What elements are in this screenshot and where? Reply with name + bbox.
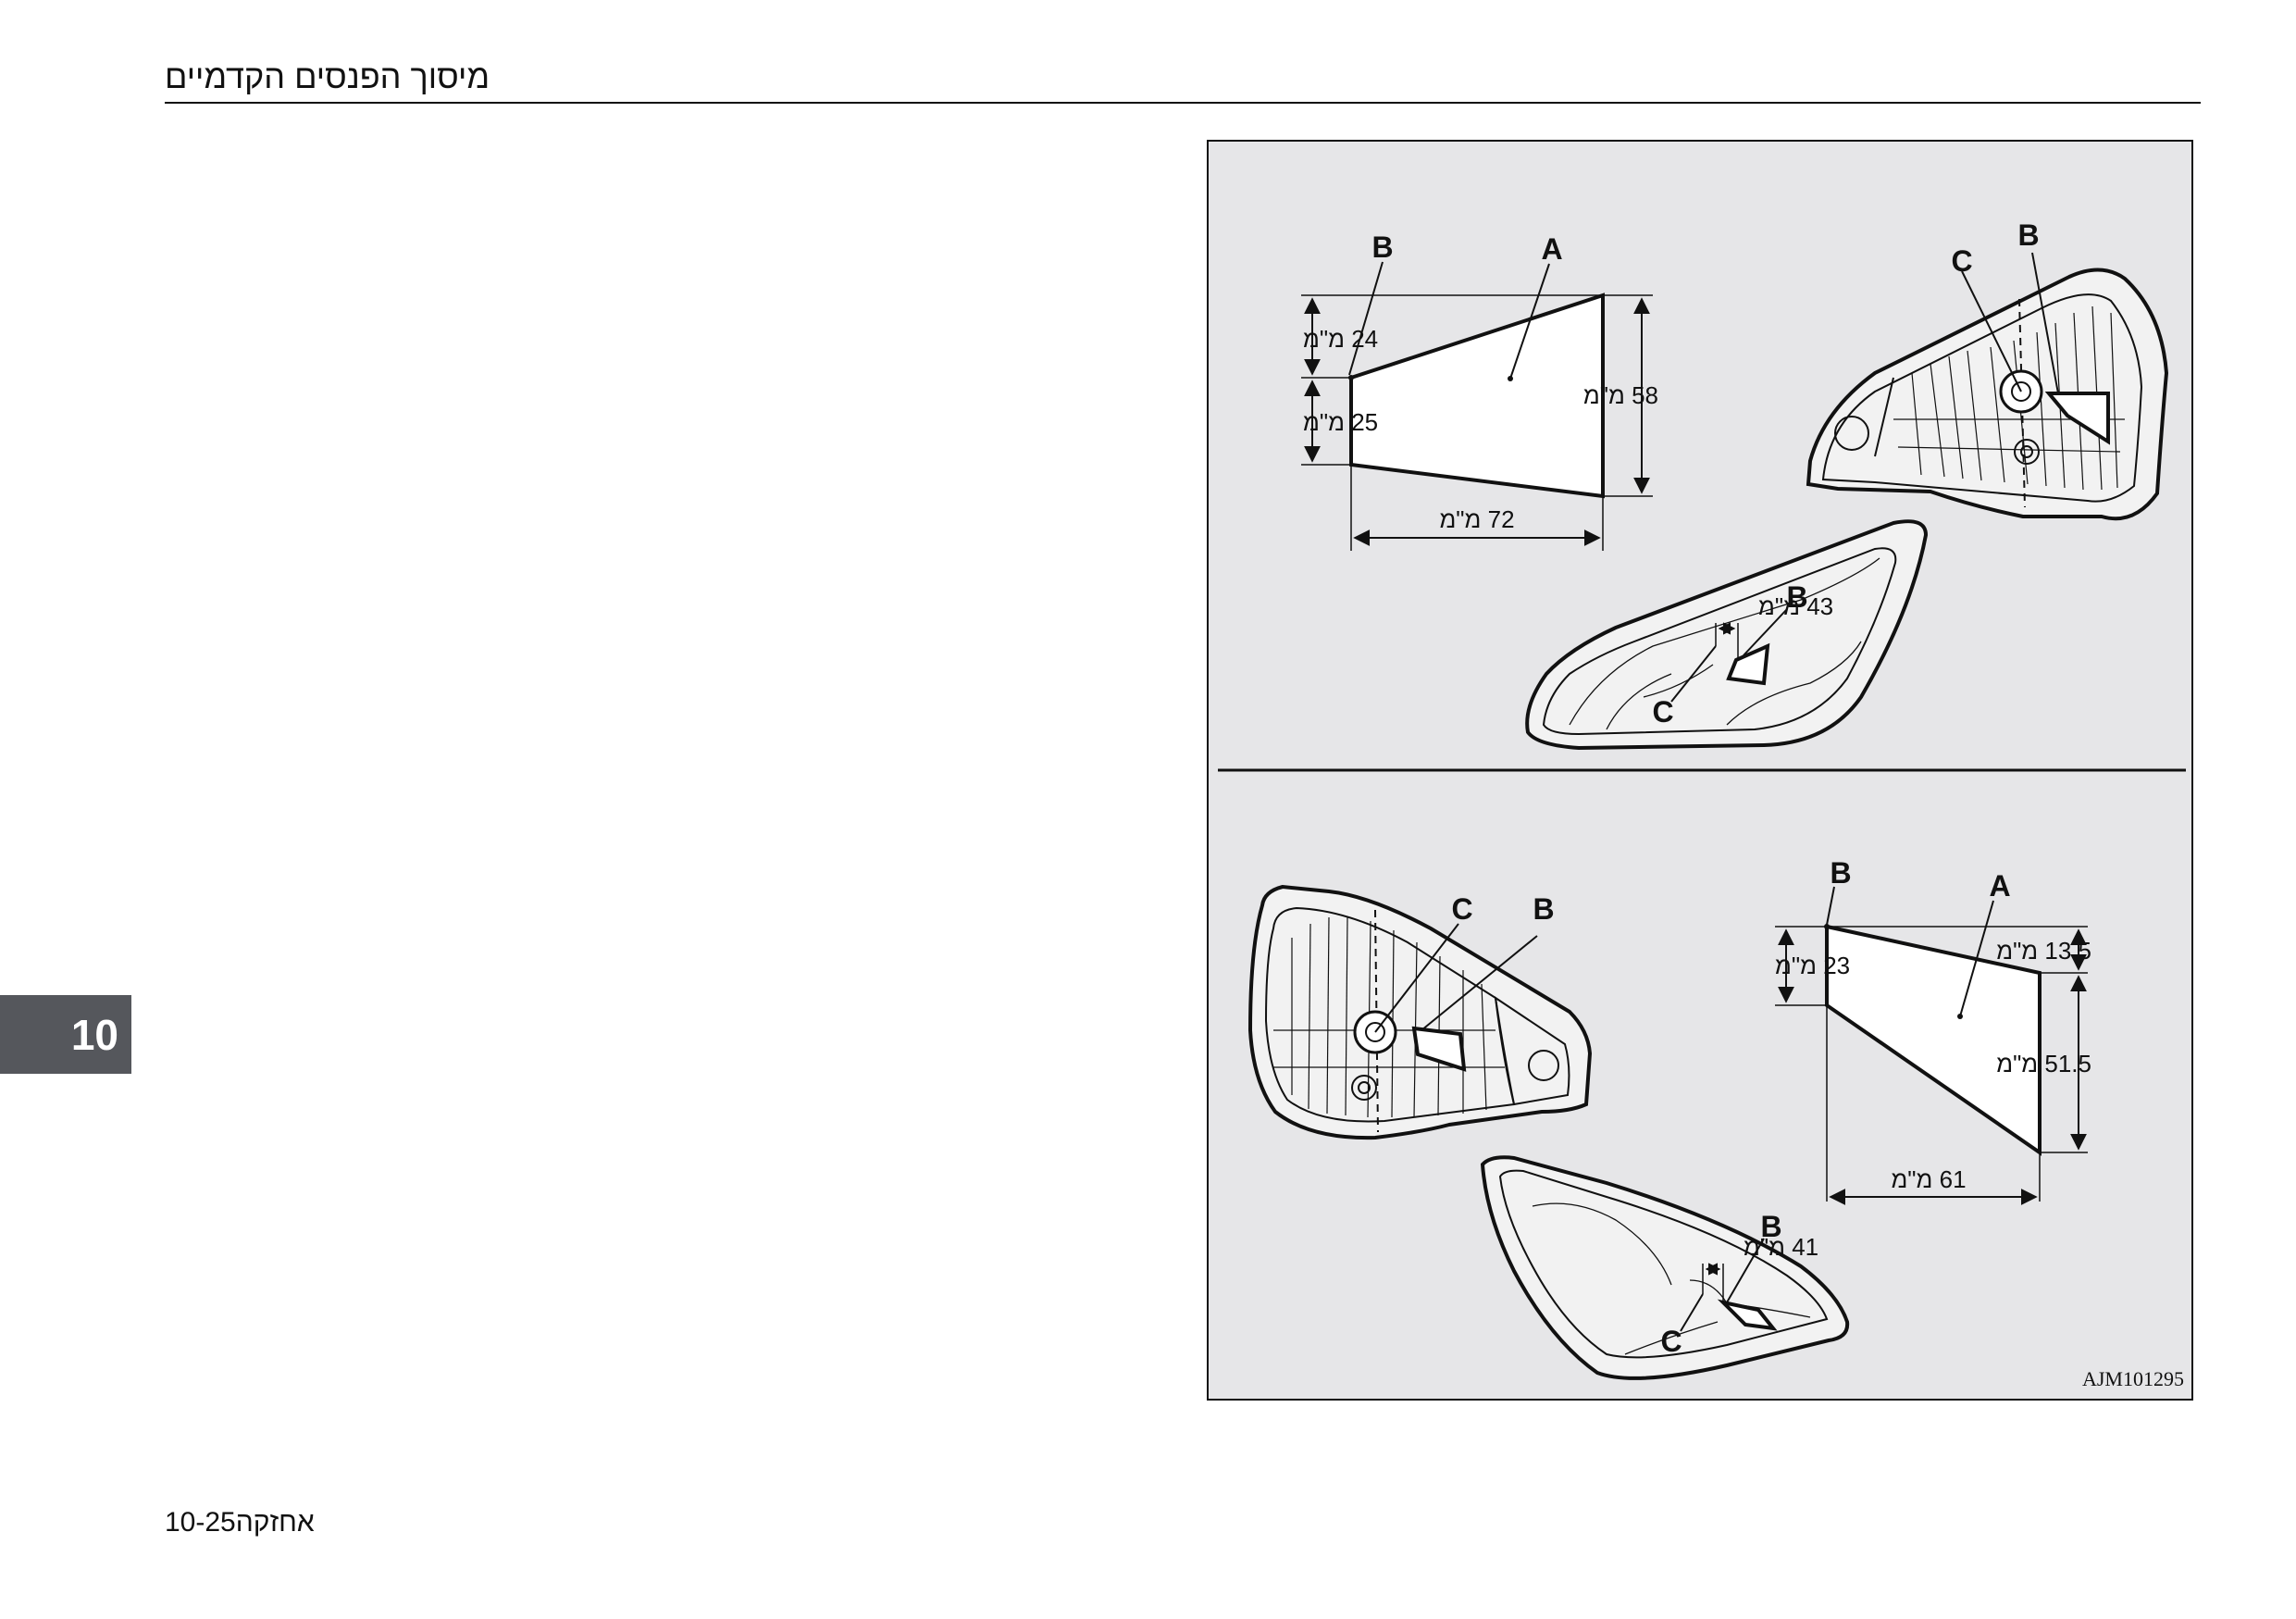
- figure-drawing: B A 24 מ"מ 25 מ"מ 58 מ"מ 72 מ"מ: [1218, 218, 2186, 1380]
- label-b-bottom: B: [1830, 856, 1851, 890]
- dim-13-5: 13.5 מ"מ: [1996, 937, 2091, 965]
- headlamp-front-view-top: [1806, 268, 2169, 521]
- mask-shape-top: [1349, 293, 1605, 499]
- dim-43: 43 מ"מ: [1758, 592, 1833, 620]
- chapter-number: 10: [70, 1010, 118, 1059]
- page-title: מיסוך הפנסים הקדמיים: [165, 57, 490, 95]
- page-number: 10-25: [165, 1507, 236, 1538]
- page-header: מיסוך הפנסים הקדמיים: [165, 54, 2201, 104]
- dim-58: 58 מ"מ: [1583, 381, 1658, 409]
- label-b-perspective-top: B: [1786, 580, 1807, 614]
- section-name: אחזקה: [235, 1507, 315, 1538]
- mask-on-lamp-bottom: [1411, 1026, 1467, 1072]
- dim-24: 24 מ"מ: [1303, 325, 1378, 353]
- headlamp-perspective-top: [1525, 519, 1929, 751]
- label-a-top: A: [1541, 232, 1562, 266]
- label-b-lamp-bottom: B: [1533, 892, 1554, 926]
- dim-51-5: 51.5 מ"מ: [1996, 1050, 2091, 1077]
- label-c-lamp-top: C: [1951, 244, 1972, 278]
- dim-23: 23 מ"מ: [1775, 952, 1850, 979]
- page-footer: 10-25 אחזקה: [165, 1507, 315, 1538]
- label-c-lamp-bottom: C: [1451, 892, 1472, 926]
- dim-25: 25 מ"מ: [1303, 408, 1378, 436]
- label-b-top: B: [1371, 230, 1393, 264]
- dim-61: 61 מ"מ: [1891, 1165, 1966, 1193]
- headlamp-masking-figure: B A 24 מ"מ 25 מ"מ 58 מ"מ 72 מ"מ: [1207, 140, 2193, 1401]
- label-b-lamp-top: B: [2017, 218, 2039, 252]
- label-a-bottom: A: [1989, 869, 2010, 903]
- mask-on-lamp-perspective-top: [1726, 642, 1770, 686]
- mask-on-lamp-perspective-bottom: [1717, 1299, 1778, 1331]
- figure-code: AJM101295: [2081, 1367, 2184, 1390]
- label-c-perspective-bottom: C: [1660, 1325, 1682, 1358]
- chapter-tab: 10: [0, 995, 131, 1074]
- headlamp-front-view-bottom: [1247, 884, 1593, 1140]
- label-c-perspective-top: C: [1652, 695, 1673, 729]
- dim-41: 41 מ"מ: [1744, 1233, 1818, 1261]
- dim-72: 72 מ"מ: [1439, 505, 1514, 533]
- label-b-perspective-bottom: B: [1760, 1210, 1781, 1243]
- mask-on-lamp-top: [2044, 392, 2110, 445]
